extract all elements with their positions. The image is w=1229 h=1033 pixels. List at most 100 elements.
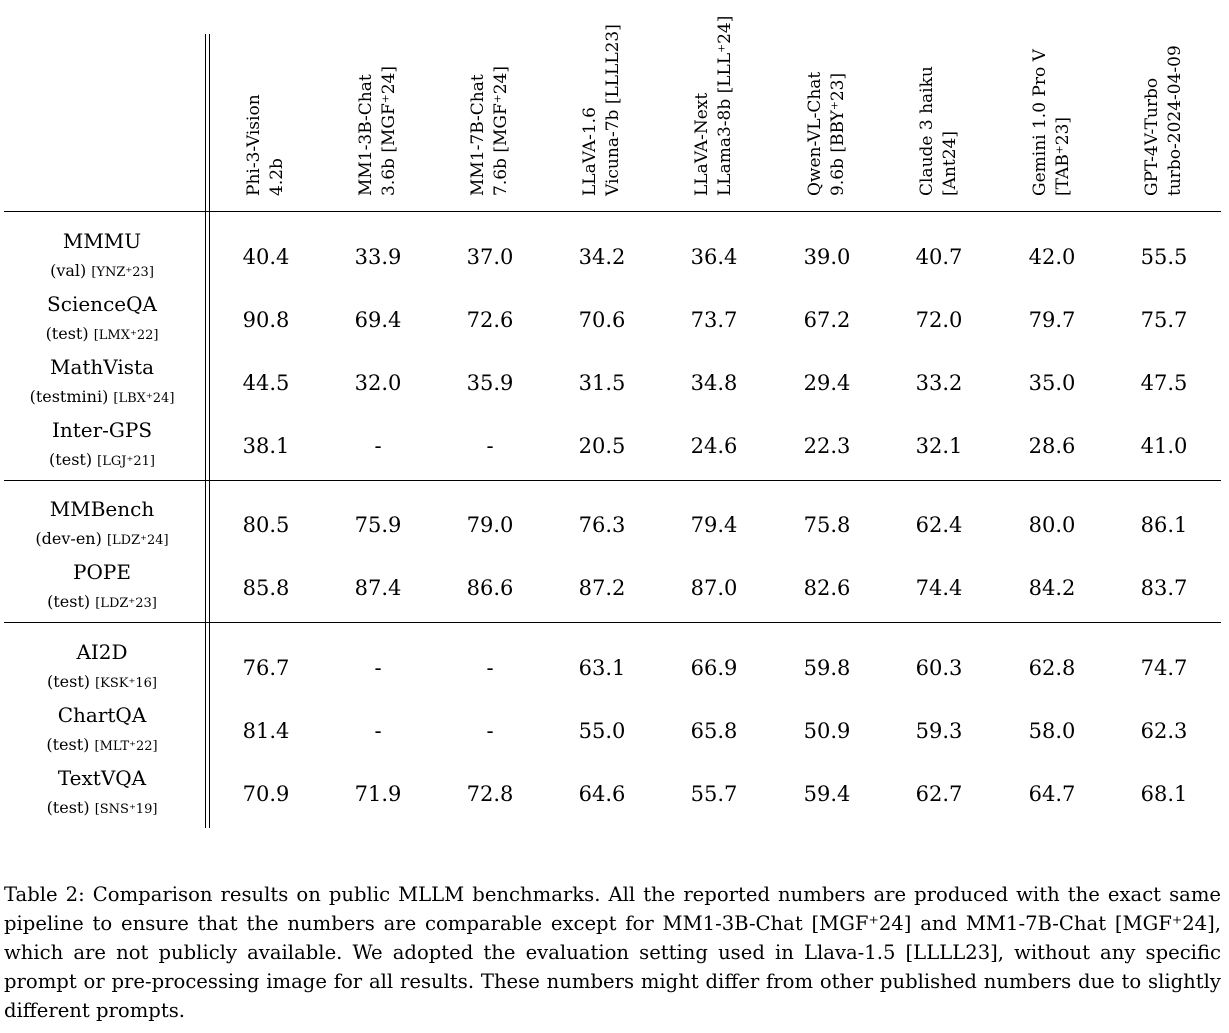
table-cell: 73.7 (690, 308, 738, 332)
column-header-line1: MM1-3B-Chat (356, 74, 376, 196)
table-cell: 35.0 (1028, 371, 1076, 395)
table-cell: 72.6 (466, 308, 514, 332)
table-cell: 33.9 (354, 245, 402, 269)
table-cell: 70.9 (242, 782, 290, 806)
row-label: MMBench (dev-en) [LDZ⁺24] (4, 497, 200, 552)
row-label: AI2D (test) [KSK⁺16] (4, 640, 200, 695)
benchmark-citation: [KSK⁺16] (95, 676, 157, 691)
table-cell: 60.3 (915, 656, 963, 680)
table-cell: 67.2 (803, 308, 851, 332)
table-cell: 20.5 (578, 434, 626, 458)
table-cell: 87.2 (578, 576, 626, 600)
benchmark-citation: [LBX⁺24] (113, 391, 175, 406)
column-header-line2: 4.2b (267, 158, 287, 196)
benchmark-split-label: (test) (46, 798, 90, 817)
column-header-line2: turbo-2024-04-09 (1165, 45, 1185, 196)
benchmark-name: ChartQA (57, 703, 147, 727)
benchmark-split: (test) [LMX⁺22] (4, 323, 200, 347)
table-cell: 90.8 (242, 308, 290, 332)
table-cell: 74.7 (1140, 656, 1188, 680)
benchmark-split-label: (test) (46, 735, 90, 754)
table-cell: 42.0 (1028, 245, 1076, 269)
column-header-text: MM1-3B-Chat 3.6b [MGF⁺24] (355, 0, 401, 196)
table-cell: 58.0 (1028, 719, 1076, 743)
table-cell: 63.1 (578, 656, 626, 680)
table-cell: 24.6 (690, 434, 738, 458)
column-header-line2: Vicuna-7b [LLLL23] (603, 24, 623, 196)
table-cell: 40.7 (915, 245, 963, 269)
benchmark-split-label: (val) (50, 261, 87, 280)
table-cell: 74.4 (915, 576, 963, 600)
row-label: Inter-GPS (test) [LGJ⁺21] (4, 418, 200, 473)
double-rule-right (209, 34, 210, 828)
benchmark-split-label: (test) (46, 672, 91, 691)
table-cell: - (374, 656, 382, 680)
table-cell: 75.7 (1140, 308, 1188, 332)
column-header-text: Gemini 1.0 Pro V [TAB⁺23] (1029, 0, 1075, 196)
table-cell: 37.0 (466, 245, 514, 269)
benchmark-split: (test) [KSK⁺16] (4, 671, 200, 695)
column-header-text: LLaVA-1.6 Vicuna-7b [LLLL23] (579, 0, 625, 196)
column-header-text: Claude 3 haiku [Ant24] (916, 0, 962, 196)
column-header-line2: LLama3-8b [LLL⁺24] (715, 15, 735, 196)
benchmark-split-label: (dev-en) (35, 529, 102, 548)
row-label: ChartQA (test) [MLT⁺22] (4, 703, 200, 758)
row-label: POPE (test) [LDZ⁺23] (4, 560, 200, 615)
column-header-text: Qwen-VL-Chat 9.6b [BBY⁺23] (804, 0, 850, 196)
table-cell: 66.9 (690, 656, 738, 680)
table-cell: 83.7 (1140, 576, 1188, 600)
table-cell: - (486, 434, 494, 458)
benchmark-split: (testmini) [LBX⁺24] (4, 386, 200, 410)
table-cell: 59.8 (803, 656, 851, 680)
table-cell: 64.6 (578, 782, 626, 806)
benchmark-citation: [YNZ⁺23] (91, 265, 154, 280)
table-cell: 82.6 (803, 576, 851, 600)
benchmark-split-label: (test) (49, 450, 93, 469)
table-cell: 72.8 (466, 782, 514, 806)
benchmark-split: (val) [YNZ⁺23] (4, 260, 200, 284)
benchmark-citation: [SNS⁺19] (94, 802, 158, 817)
benchmark-name: AI2D (76, 640, 128, 664)
table-cell: 44.5 (242, 371, 290, 395)
benchmark-split: (test) [SNS⁺19] (4, 797, 200, 821)
table-cell: - (486, 719, 494, 743)
benchmark-citation: [LDZ⁺24] (106, 533, 169, 548)
table-cell: 62.4 (915, 513, 963, 537)
table-cell: 31.5 (578, 371, 626, 395)
table-cell: 39.0 (803, 245, 851, 269)
table-cell: 65.8 (690, 719, 738, 743)
table-cell: 32.1 (915, 434, 963, 458)
table-cell: 84.2 (1028, 576, 1076, 600)
benchmark-split-label: (test) (45, 324, 89, 343)
benchmark-name: MathVista (49, 355, 155, 379)
table-cell: 29.4 (803, 371, 851, 395)
table-cell: 34.8 (690, 371, 738, 395)
table-cell: 55.5 (1140, 245, 1188, 269)
table-cell: 62.8 (1028, 656, 1076, 680)
table-cell: 59.4 (803, 782, 851, 806)
table-cell: 34.2 (578, 245, 626, 269)
column-header-line2: [Ant24] (940, 131, 960, 196)
column-header-line2: 7.6b [MGF⁺24] (491, 66, 511, 196)
row-label: MathVista (testmini) [LBX⁺24] (4, 355, 200, 410)
benchmark-split: (test) [MLT⁺22] (4, 734, 200, 758)
table-cell: 59.3 (915, 719, 963, 743)
benchmark-name: POPE (73, 560, 131, 584)
column-header-line1: LLaVA-1.6 (580, 107, 600, 196)
table-cell: 80.5 (242, 513, 290, 537)
table-cell: 75.9 (354, 513, 402, 537)
column-header-line1: GPT-4V-Turbo (1142, 77, 1162, 196)
table-cell: 38.1 (242, 434, 290, 458)
table-cell: 41.0 (1140, 434, 1188, 458)
table-cell: 22.3 (803, 434, 851, 458)
column-header-line2: 3.6b [MGF⁺24] (379, 66, 399, 196)
table-cell: 36.4 (690, 245, 738, 269)
column-header-line2: [TAB⁺23] (1053, 116, 1073, 196)
table-cell: 86.6 (466, 576, 514, 600)
column-header-line1: Claude 3 haiku (917, 66, 937, 196)
benchmark-citation: [LGJ⁺21] (97, 454, 155, 469)
table-cell: 33.2 (915, 371, 963, 395)
table-cell: 28.6 (1028, 434, 1076, 458)
benchmark-citation: [LDZ⁺23] (95, 596, 157, 611)
